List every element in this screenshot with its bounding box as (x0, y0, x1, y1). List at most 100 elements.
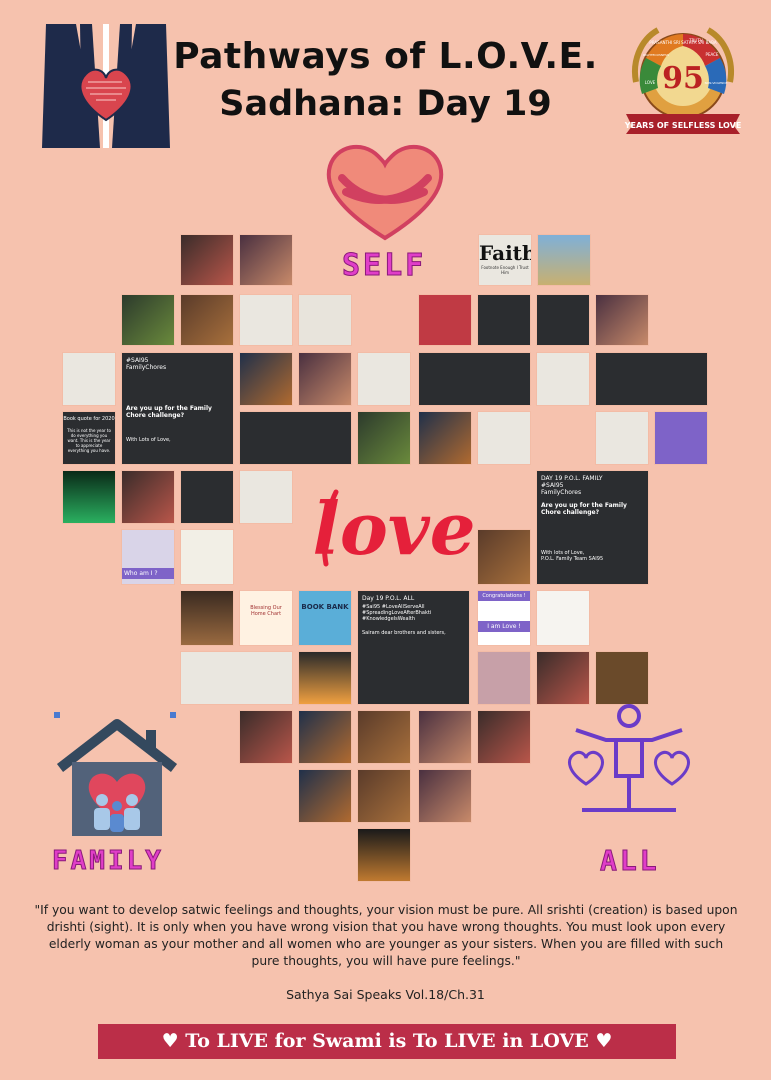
collage-text-post (595, 352, 708, 406)
chore-post-subtitle: FamilyChores (126, 364, 167, 371)
collage-photo (418, 710, 472, 764)
blessing-chart-text: Blessing Our Home Chart (250, 605, 282, 617)
balance-figure-icon (568, 704, 690, 812)
collage-photo (357, 769, 411, 823)
collage-photo (654, 411, 708, 465)
i-am-love-tile: Congratulations ! I am Love ! (477, 590, 531, 646)
collage-photo (595, 294, 649, 346)
congratulations-text: Congratulations ! (478, 591, 530, 601)
quote-source: Sathya Sai Speaks Vol.18/Ch.31 (286, 987, 485, 1002)
bookquote-tile: Book quote for 2020 This is not the year… (62, 411, 116, 465)
footer-banner: ♥ To LIVE for Swami is To LIVE in LOVE ♥ (98, 1024, 676, 1059)
collage-photo (595, 651, 649, 705)
day19-all-tile: Day 19 P.O.L. ALL #Sai95 #LoveAllServeAl… (357, 590, 470, 705)
anniversary-emblem: 95 PRASANTHI SRI SATHYA SAI BABA TRUTH R… (624, 27, 742, 134)
who-am-i-tile: Who am I ? (121, 529, 175, 585)
collage-photo (180, 234, 234, 286)
collage-text-post (595, 411, 649, 465)
collage-text-post (62, 352, 116, 406)
collage-photo (357, 352, 411, 406)
collage-photo (477, 651, 531, 705)
collage-photo (298, 710, 352, 764)
chore-post-tile: #SAI95 FamilyChores Are you up for the F… (121, 352, 234, 465)
collage-photo (298, 352, 352, 406)
collage-text-post (536, 294, 590, 346)
faith-subtitle: Footnote Enough I Trust Him (481, 265, 529, 275)
all-title: Day 19 P.O.L. ALL (362, 595, 415, 602)
collage-photo (477, 710, 531, 764)
quote-text: "If you want to develop satwic feelings … (34, 903, 738, 968)
collage-photo (536, 352, 590, 406)
page-subtitle: Sadhana: Day 19 (219, 84, 552, 124)
chore-post-sign: With Lots of Love, (126, 437, 171, 443)
bookquote-title: Book quote for 2020 (63, 416, 115, 422)
blessing-chart-tile: Blessing Our Home Chart (239, 590, 293, 646)
collage-text-post (239, 411, 352, 465)
day19-sign: With lots of Love, (541, 550, 585, 556)
emblem-petal: PEACE (706, 52, 719, 57)
emblem-top-text: PRASANTHI SRI SATHYA SAI BABA (649, 40, 716, 45)
collage-text-post (477, 411, 531, 465)
collage-photo (239, 710, 293, 764)
emblem-ribbon-text: YEARS OF SELFLESS LOVE (624, 121, 742, 130)
collage-photo (477, 529, 531, 585)
page-title: Pathways of L.O.V.E. (173, 36, 598, 77)
book-bank-tile: BOOK BANK (298, 590, 352, 646)
day19-subtitle: FamilyChores (541, 489, 582, 496)
collage-photo (180, 294, 234, 346)
all-label: ALL (600, 844, 660, 878)
self-hug-heart-icon (326, 145, 444, 241)
collage-photo (357, 710, 411, 764)
collage-photo (536, 590, 590, 646)
faith-tile: Faith Footnote Enough I Trust Him (478, 234, 532, 286)
who-am-i-text: Who am I ? (122, 568, 174, 579)
bookquote-text: This is not the year to do everything yo… (67, 428, 111, 453)
faith-heading: Faith (479, 241, 532, 265)
day19-tag: #SAI95 (541, 482, 564, 489)
all-tags: #Sai95 #LoveAllServeAll #SpreadingLoveAf… (362, 604, 432, 622)
chore-post-tag: #SAI95 (126, 357, 149, 364)
collage-text-post (239, 470, 293, 524)
emblem-petal: RIGHTEOUSNESS (643, 53, 669, 57)
collage-photo (121, 294, 175, 346)
day19-team: P.O.L. Family Team SAI95 (541, 556, 604, 562)
love-script-word: love (312, 486, 475, 571)
collage-photo (418, 294, 472, 346)
collage-photo (418, 769, 472, 823)
collage-text-post (180, 651, 293, 705)
collage-photo (298, 294, 352, 346)
collage-photo (180, 590, 234, 646)
collage-photo (536, 651, 590, 705)
all-greeting: Sairam dear brothers and sisters, (362, 630, 446, 636)
collage-photo (298, 769, 352, 823)
emblem-petal: LOVE (645, 80, 656, 85)
book-bank-text: BOOK BANK (301, 603, 349, 611)
collage-photo (62, 470, 116, 524)
self-label: SELF (341, 248, 427, 284)
emblem-number: 95 (662, 61, 704, 96)
day19-title: DAY 19 P.O.L. FAMILY (541, 475, 603, 482)
emblem-petal: TRUTH (688, 38, 703, 43)
day19-family-tile: DAY 19 P.O.L. FAMILY #SAI95 FamilyChores… (536, 470, 649, 585)
collage-photo (121, 470, 175, 524)
love-text: love (312, 486, 475, 571)
family-label: FAMILY (52, 846, 164, 877)
collage-text-post (477, 294, 531, 346)
emblem-petal: NON-VIOLENCE (705, 81, 728, 85)
i-am-love-text: I am Love ! (478, 621, 530, 632)
collage-text-post (180, 470, 234, 524)
chore-post-question: Are you up for the Family Chore challeng… (126, 405, 212, 419)
collage-photo (357, 411, 411, 465)
collage-photo (357, 828, 411, 882)
collage-text-post (418, 352, 531, 406)
collage-photo (537, 234, 591, 286)
road-heart-logo (42, 24, 170, 148)
collage-photo (298, 651, 352, 705)
collage-photo (239, 294, 293, 346)
collage-photo (180, 529, 234, 585)
collage-photo (239, 352, 293, 406)
family-house-icon (54, 712, 178, 836)
collage-photo (418, 411, 472, 465)
day19-question: Are you up for the Family Chore challeng… (541, 502, 627, 516)
collage-photo (239, 234, 293, 286)
